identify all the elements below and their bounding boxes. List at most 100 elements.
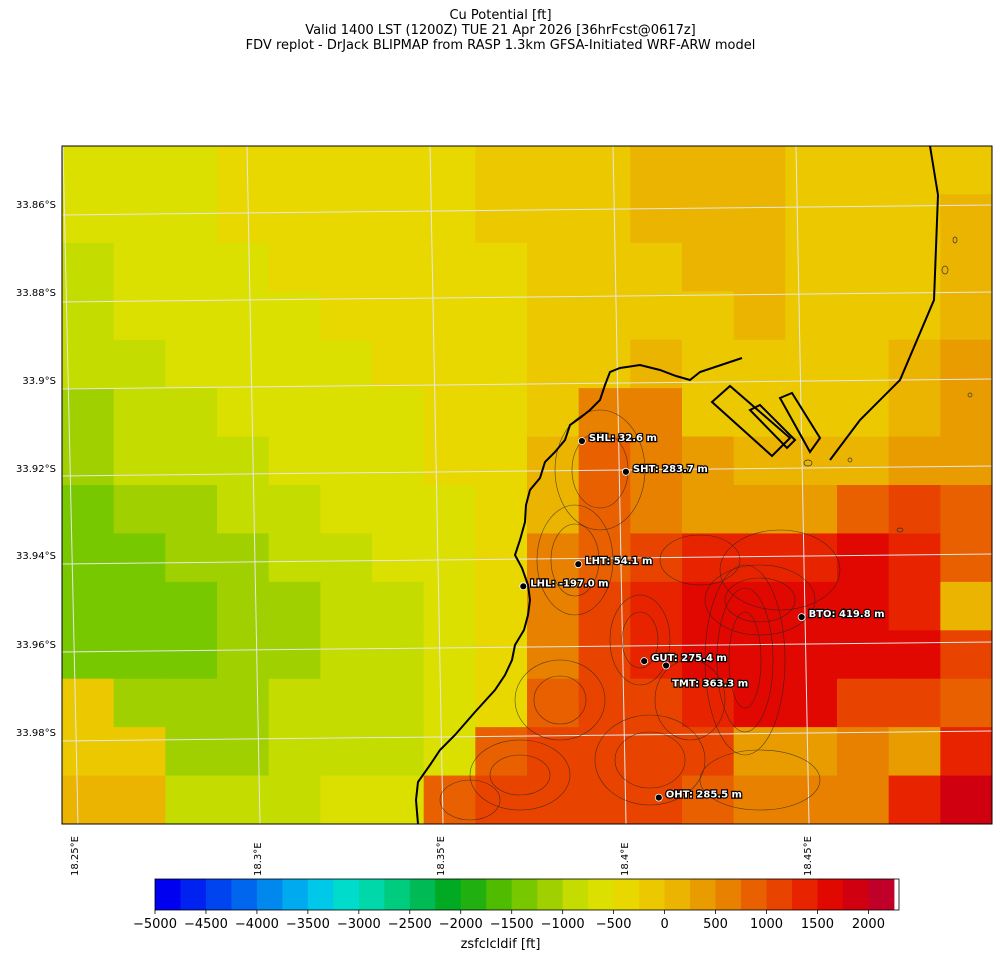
grid-cell bbox=[888, 291, 941, 341]
grid-cell bbox=[423, 533, 476, 583]
colorbar-tick-label: −2000 bbox=[438, 917, 483, 932]
grid-cell bbox=[527, 775, 580, 824]
station-dot-gut bbox=[640, 657, 649, 665]
grid-cell bbox=[682, 146, 735, 196]
grid-cell bbox=[320, 339, 373, 389]
grid-cell bbox=[62, 485, 115, 535]
colorbar-segment bbox=[180, 879, 207, 910]
colorbar-segment bbox=[817, 879, 844, 910]
grid-cell bbox=[113, 630, 166, 680]
grid-cell bbox=[733, 194, 786, 244]
grid-cell bbox=[320, 436, 373, 486]
grid-cell bbox=[268, 485, 321, 535]
grid-cell bbox=[888, 339, 941, 389]
grid-cell bbox=[785, 630, 838, 680]
grid-cell bbox=[888, 630, 941, 680]
colorbar-label: zsfclcldif [ft] bbox=[460, 937, 541, 952]
colorbar-tick-label: −2500 bbox=[387, 917, 432, 932]
grid-cell bbox=[372, 146, 425, 196]
grid-cell bbox=[320, 242, 373, 292]
colorbar-frame bbox=[154, 878, 900, 911]
grid-cell bbox=[733, 242, 786, 292]
grid-cell bbox=[113, 485, 166, 535]
coastal-islets bbox=[803, 236, 973, 533]
grid-cell bbox=[630, 194, 683, 244]
lat-tick-label: 33.94°S bbox=[16, 551, 56, 562]
grid-cell bbox=[62, 533, 115, 583]
colorbar-tick-label: 1500 bbox=[800, 917, 834, 932]
lat-tick-label: 33.92°S bbox=[16, 464, 56, 475]
grid-cell bbox=[682, 242, 735, 292]
lon-tick-label: 18.3°E bbox=[253, 842, 264, 876]
colorbar-segment bbox=[639, 879, 666, 910]
colorbar-segment bbox=[690, 879, 717, 910]
grid-cell bbox=[268, 388, 321, 438]
grid-cell bbox=[423, 727, 476, 777]
grid-cell bbox=[527, 581, 580, 631]
colorbar-segment bbox=[384, 879, 411, 910]
grid-cell bbox=[268, 678, 321, 728]
grid-cell bbox=[62, 581, 115, 631]
grid-cell bbox=[888, 485, 941, 535]
grid-cell bbox=[630, 242, 683, 292]
grid-cell bbox=[630, 581, 683, 631]
grid-cell bbox=[682, 194, 735, 244]
grid-cell bbox=[165, 533, 218, 583]
coastline bbox=[414, 146, 940, 824]
station-label-lhl: LHL: -197.0 m bbox=[530, 578, 608, 589]
station-label-sht: SHT: 283.7 m bbox=[633, 464, 708, 475]
grid-cell bbox=[888, 436, 941, 486]
grid-cell bbox=[62, 678, 115, 728]
station-dot-shl bbox=[578, 437, 586, 445]
lon-tick-label: 18.25°E bbox=[70, 836, 81, 876]
grid-cell bbox=[217, 146, 270, 196]
grid-cell bbox=[217, 775, 270, 824]
grid-cell bbox=[217, 291, 270, 341]
grid-cell bbox=[682, 436, 735, 486]
station-dot-lhl bbox=[519, 582, 528, 591]
colorbar-segment bbox=[307, 879, 334, 910]
grid-cell bbox=[888, 388, 941, 438]
lon-tick-label: 18.4°E bbox=[620, 842, 631, 876]
grid-cell bbox=[527, 485, 580, 535]
grid-cell bbox=[217, 485, 270, 535]
grid-cell bbox=[578, 291, 631, 341]
colorbar-tick-label: 500 bbox=[703, 917, 728, 932]
grid-cell bbox=[940, 146, 992, 196]
grid-cell bbox=[423, 146, 476, 196]
grid-cell bbox=[888, 194, 941, 244]
grid-cell bbox=[578, 436, 631, 486]
station-label-bto: BTO: 419.8 m bbox=[809, 609, 885, 620]
grid-cell bbox=[320, 485, 373, 535]
grid-cell bbox=[733, 339, 786, 389]
grid-cell bbox=[217, 388, 270, 438]
grid-cell bbox=[578, 339, 631, 389]
colorbar-segment bbox=[155, 879, 181, 910]
station-label-shl: SHL: 32.6 m bbox=[589, 433, 657, 444]
grid-cell bbox=[785, 533, 838, 583]
colorbar-segment bbox=[537, 879, 564, 910]
grid-cell bbox=[630, 146, 683, 196]
grid-cell bbox=[320, 533, 373, 583]
grid-cell bbox=[940, 581, 992, 631]
grid-cell bbox=[372, 630, 425, 680]
grid-cell bbox=[940, 485, 992, 535]
grid-cell bbox=[785, 194, 838, 244]
grid-cell bbox=[527, 436, 580, 486]
grid-cell bbox=[217, 727, 270, 777]
grid-cell bbox=[785, 146, 838, 196]
colorbar-segment bbox=[588, 879, 615, 910]
grid-cell bbox=[165, 146, 218, 196]
map-frame bbox=[61, 145, 993, 825]
grid-cell bbox=[733, 581, 786, 631]
grid-cell bbox=[578, 146, 631, 196]
colorbar-segment bbox=[741, 879, 768, 910]
grid-cell bbox=[837, 678, 890, 728]
grid-cell bbox=[837, 485, 890, 535]
grid-cell bbox=[113, 194, 166, 244]
grid-cell bbox=[888, 678, 941, 728]
grid-cell bbox=[940, 339, 992, 389]
grid-cell bbox=[165, 291, 218, 341]
grid-cell bbox=[475, 291, 528, 341]
